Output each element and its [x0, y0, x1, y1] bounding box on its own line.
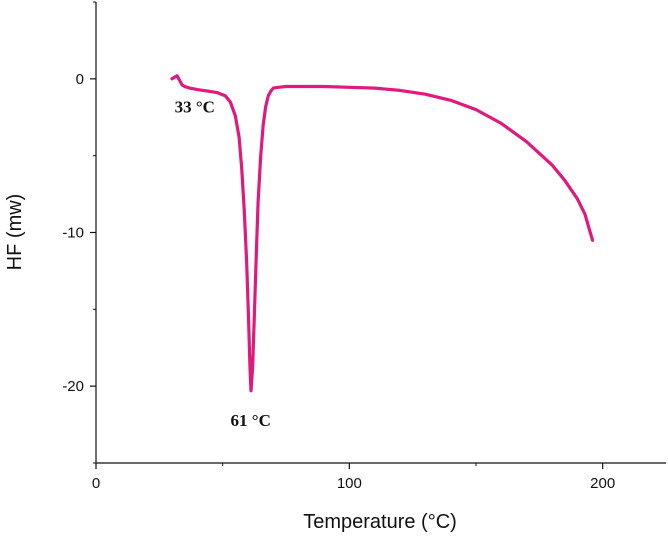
y-tick-label: -10: [62, 225, 84, 242]
series-line: [170, 74, 595, 393]
peak-annotation: 33 °C: [175, 97, 215, 116]
x-tick-label: 200: [590, 475, 615, 492]
ticks: 0 100 200 0 -10 -20: [62, 1, 615, 492]
peak-annotation: 61 °C: [231, 411, 271, 430]
y-axis-title: HF (mw): [4, 194, 26, 271]
axes: [95, 2, 666, 464]
y-tick-label: 0: [76, 71, 84, 88]
series-layer: [170, 74, 595, 393]
y-tick-label: -20: [62, 378, 84, 395]
x-tick-label: 100: [337, 475, 362, 492]
annotations: 33 °C 61 °C: [175, 97, 271, 429]
x-axis-title: Temperature (°C): [303, 511, 457, 533]
x-tick-label: 0: [92, 475, 100, 492]
